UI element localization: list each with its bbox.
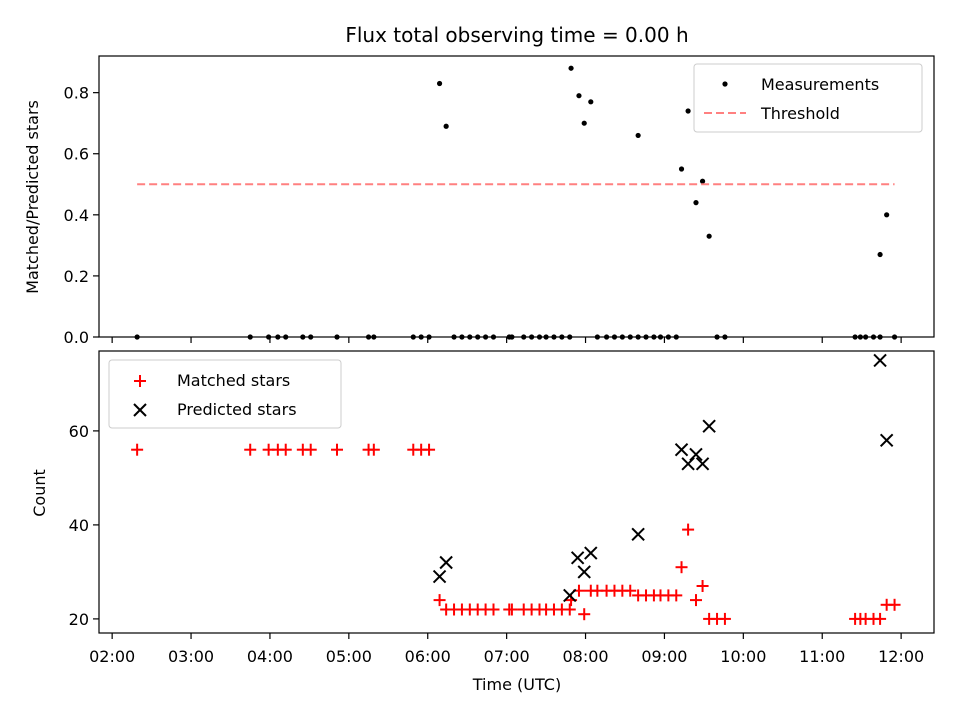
data-point-matched-stars — [487, 603, 500, 616]
y-tick-label: 0.6 — [64, 145, 89, 164]
data-point-predicted-stars — [577, 565, 591, 579]
chart-title: Flux total observing time = 0.00 h — [345, 23, 688, 47]
x-tick-label: 11:00 — [799, 647, 845, 666]
data-point-matched-stars — [696, 580, 709, 592]
top-legend-frame — [693, 63, 923, 133]
legend-marker-predicted — [133, 403, 147, 417]
data-point-predicted-stars — [432, 569, 447, 584]
data-point-measurements — [635, 132, 641, 139]
data-point-predicted-stars — [873, 353, 887, 368]
data-point-matched-stars — [718, 612, 731, 625]
bottom-panel: 20 40 60 02:00 03:00 04:00 05:00 06:00 07:00 08:… — [30, 350, 935, 694]
data-point-matched-stars — [505, 603, 518, 616]
legend-label-matched: Matched stars — [177, 371, 290, 390]
x-tick-label: 05:00 — [326, 647, 372, 666]
data-point-measurements — [884, 212, 890, 218]
data-point-predicted-stars — [702, 419, 716, 433]
y-tick-label: 0.8 — [64, 84, 89, 103]
data-point-measurements — [706, 233, 712, 239]
x-tick-label: 06:00 — [405, 647, 451, 666]
data-point-measurements — [693, 200, 699, 206]
data-point-predicted-stars — [689, 447, 703, 462]
y-tick-label: 0.4 — [64, 206, 89, 225]
bottom-plot-area — [131, 353, 901, 625]
bottom-x-axis-label: Time (UTC) — [472, 675, 561, 694]
bottom-legend: Matched stars Predicted stars — [108, 359, 342, 429]
data-point-predicted-stars — [879, 433, 894, 448]
x-tick-label: 09:00 — [641, 647, 687, 666]
bottom-legend-frame — [108, 359, 342, 429]
top-legend: Measurements Threshold — [693, 63, 923, 133]
data-point-matched-stars — [689, 594, 702, 607]
data-point-matched-stars — [244, 443, 257, 456]
data-point-predicted-stars — [439, 555, 453, 570]
data-point-measurements — [568, 65, 574, 71]
x-tick-label: 02:00 — [89, 647, 135, 666]
data-point-matched-stars — [131, 443, 144, 456]
legend-label-predicted: Predicted stars — [177, 400, 297, 419]
top-y-axis: 0.0 0.2 0.4 0.6 0.8 — [64, 84, 99, 347]
bottom-y-axis: 20 40 60 — [69, 422, 99, 629]
bottom-x-axis: 02:00 03:00 04:00 05:00 06:00 07:00 08:00 09:00… — [89, 633, 924, 666]
data-point-predicted-stars — [563, 588, 577, 603]
data-point-matched-stars — [624, 584, 637, 597]
data-point-matched-stars — [279, 443, 292, 456]
x-tick-label: 08:00 — [562, 647, 608, 666]
data-point-measurements — [576, 93, 582, 99]
data-point-matched-stars — [578, 608, 591, 621]
data-point-measurements — [877, 251, 883, 258]
bottom-y-axis-label: Count — [30, 469, 49, 517]
legend-marker-matched — [134, 375, 146, 387]
data-point-measurements — [436, 80, 443, 87]
data-point-matched-stars — [888, 598, 901, 611]
x-tick-label: 03:00 — [168, 647, 214, 666]
data-point-measurements — [699, 178, 706, 184]
data-point-predicted-stars — [674, 442, 689, 457]
x-tick-label: 10:00 — [720, 647, 766, 666]
bottom-axes-frame — [98, 350, 935, 634]
data-point-matched-stars — [682, 523, 695, 536]
data-point-matched-stars — [367, 443, 380, 456]
top-x-axis — [111, 337, 902, 343]
data-point-measurements — [443, 123, 449, 129]
legend-marker-measurements — [722, 81, 728, 87]
x-tick-label: 12:00 — [878, 647, 924, 666]
data-point-matched-stars — [304, 443, 317, 456]
top-axes-frame — [98, 55, 935, 338]
data-point-measurements — [588, 99, 594, 105]
data-point-matched-stars — [423, 443, 436, 456]
data-point-matched-stars — [670, 589, 683, 602]
data-point-predicted-stars — [695, 457, 710, 471]
y-tick-label: 20 — [69, 610, 89, 629]
data-point-matched-stars — [675, 561, 688, 574]
y-tick-label: 40 — [69, 516, 89, 535]
legend-label-measurements: Measurements — [761, 75, 879, 94]
x-tick-label: 04:00 — [247, 647, 293, 666]
data-point-predicted-stars — [631, 527, 645, 542]
legend-label-threshold: Threshold — [760, 104, 840, 123]
y-tick-label: 0.0 — [64, 328, 89, 347]
y-tick-label: 0.2 — [64, 267, 89, 286]
top-panel: 0.00.20.40.60.8 Matched/Predicted stars … — [23, 55, 935, 347]
x-tick-label: 07:00 — [484, 647, 530, 666]
data-point-predicted-stars — [584, 546, 598, 560]
data-point-predicted-stars — [570, 551, 585, 565]
data-point-matched-stars — [433, 594, 446, 607]
y-tick-label: 60 — [69, 422, 89, 441]
data-point-matched-stars — [874, 612, 887, 625]
data-point-measurements — [678, 166, 685, 172]
data-point-matched-stars — [331, 443, 344, 456]
top-y-axis-label: Matched/Predicted stars — [23, 100, 42, 294]
data-point-measurements — [581, 120, 587, 126]
data-point-measurements — [685, 108, 691, 114]
data-point-predicted-stars — [681, 457, 695, 471]
data-point-matched-stars — [563, 603, 576, 616]
